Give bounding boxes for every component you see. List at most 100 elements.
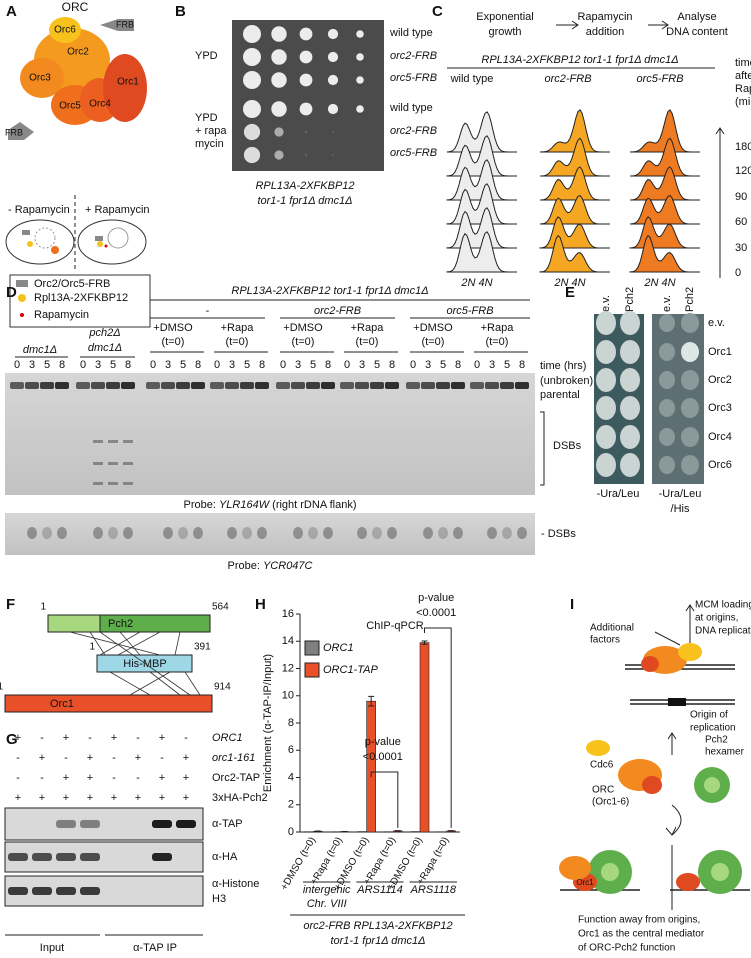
y-tick-label: 4 (288, 771, 294, 783)
annotation: <0.0001 (363, 751, 403, 763)
gel-band (291, 382, 305, 389)
column-label: orc2-FRB (544, 73, 591, 85)
gel-band (146, 382, 160, 389)
antibody-label: α-Histone (212, 878, 259, 890)
colony (596, 425, 616, 449)
gel-band (161, 382, 175, 389)
condition-mark: - (16, 752, 20, 764)
gel-band (10, 382, 24, 389)
colony (243, 25, 261, 43)
group-label: Chr. VIII (307, 898, 347, 910)
colony (620, 396, 640, 420)
gel-band (515, 382, 529, 389)
lane-time: 3 (425, 359, 431, 371)
condition-mark: - (112, 752, 116, 764)
colony (681, 427, 699, 447)
lane-time: 3 (29, 359, 35, 371)
step-label: Rapamycin (577, 11, 632, 23)
condition-mark: + (183, 772, 189, 784)
condition-mark: + (111, 792, 117, 804)
colony (327, 103, 339, 115)
condition-mark: - (112, 772, 116, 784)
genotype-label: RPL13A-2XFKBP12 (255, 180, 354, 192)
gel-band (500, 382, 514, 389)
lane-time: 5 (110, 359, 116, 371)
rapa-icon (104, 244, 108, 248)
condition-mark: + (111, 732, 117, 744)
pch2-label: hexamer (705, 747, 745, 758)
condition-mark: + (135, 752, 141, 764)
orc-icon (51, 246, 59, 254)
gel-band (340, 382, 354, 389)
colony (659, 399, 675, 417)
summary-label: of ORC-Pch2 function (578, 943, 675, 954)
cdc6-label: Cdc6 (590, 760, 614, 771)
time-label: 90 (735, 191, 747, 203)
gel-band (406, 382, 420, 389)
gel (5, 373, 535, 495)
dna-histogram (446, 111, 517, 153)
pch2-label: Pch2 (705, 735, 728, 746)
medium-label: mycin (195, 138, 224, 150)
gel-band (93, 440, 103, 443)
y-tick-label: 14 (282, 635, 294, 647)
pch2-icon (704, 777, 720, 793)
residue-label: 1 (89, 642, 95, 653)
colony (620, 425, 640, 449)
colony (356, 105, 364, 113)
condition-label: + Rapamycin (85, 204, 150, 216)
gel-band (123, 527, 133, 539)
outcome-label: at origins, (695, 613, 738, 624)
subunit-label: Orc5 (59, 101, 81, 112)
column-label: e.v. (661, 295, 673, 312)
row-label: ORC1 (212, 732, 243, 744)
error-bar (421, 640, 428, 645)
strain-label: dmc1Δ (88, 342, 122, 354)
outcome-label: MCM loading (695, 600, 751, 611)
medium-label: /His (671, 503, 690, 515)
blot-band (80, 887, 100, 895)
crosslink (119, 631, 141, 656)
blot-band (152, 853, 172, 861)
orc-icon (559, 856, 591, 880)
condition-mark: + (15, 792, 21, 804)
time-label: 180 (735, 141, 751, 153)
colony (596, 368, 616, 392)
condition-mark: + (183, 752, 189, 764)
gel-band (176, 382, 190, 389)
orc-label: (Orc1-6) (592, 797, 629, 808)
treatment-label: (t=0) (226, 336, 249, 348)
bar (384, 831, 394, 833)
lane-time: 0 (410, 359, 416, 371)
gel-band (27, 527, 37, 539)
colony (359, 131, 361, 133)
panel-label: E (565, 284, 575, 301)
bracket (540, 411, 545, 486)
colony (243, 48, 261, 66)
colony (681, 455, 699, 475)
residue-label: 564 (212, 602, 229, 613)
bar (410, 831, 421, 833)
condition-mark: - (136, 772, 140, 784)
colony (681, 370, 699, 390)
genotype-label: RPL13A-2XFKBP12 tor1-1 fpr1Δ dmc1Δ (481, 54, 678, 66)
legend-label: Rapamycin (34, 309, 89, 321)
colony (327, 28, 339, 40)
lane-time: 5 (504, 359, 510, 371)
fkbp-icon (27, 241, 33, 247)
treatment-label: +DMSO (153, 322, 193, 334)
frb-tag (8, 122, 34, 140)
antibody-label: α-HA (212, 851, 238, 863)
gel-band (193, 527, 203, 539)
colony (299, 50, 313, 64)
strain-label: orc2-FRB (314, 305, 361, 317)
subunit-label: Orc1 (117, 77, 139, 88)
genotype-label: RPL13A-2XFKBP12 tor1-1 fpr1Δ dmc1Δ (231, 285, 428, 297)
colony (620, 340, 640, 364)
subunit-label: Orc3 (29, 73, 51, 84)
frb-icon (95, 236, 103, 241)
condition-mark: + (63, 772, 69, 784)
gel-band (40, 382, 54, 389)
probe-part: YCR047C (263, 560, 313, 572)
blot-band (8, 887, 28, 895)
